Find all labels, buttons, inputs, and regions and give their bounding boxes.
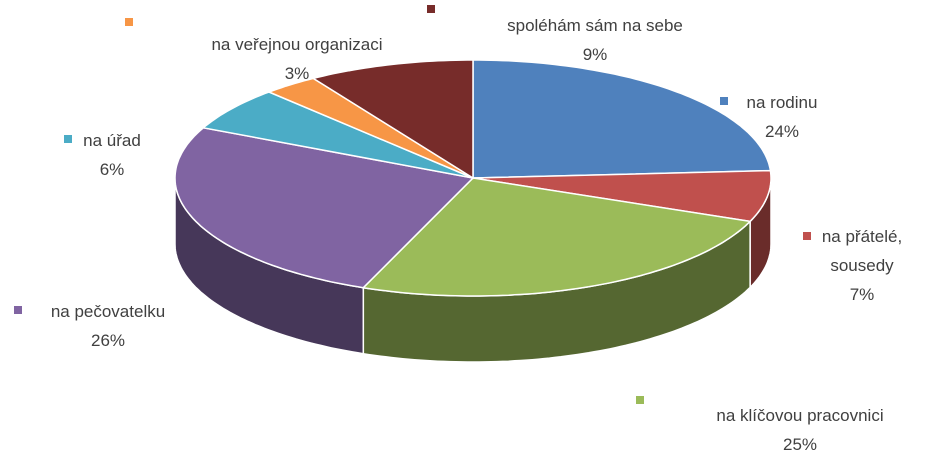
slice <box>266 77 474 179</box>
slice <box>361 177 752 297</box>
category-label: na přátelé, sousedy <box>821 227 903 275</box>
value-label: 24% <box>764 122 800 141</box>
category-label: na úřad <box>83 131 141 150</box>
category-label: na rodinu <box>746 93 818 112</box>
slice <box>472 59 772 179</box>
value-label: 3% <box>284 64 310 83</box>
legend-swatch <box>720 97 728 105</box>
legend-swatch <box>14 306 22 314</box>
slice <box>472 169 772 223</box>
legend-swatch <box>64 135 72 143</box>
slice-label: na rodinu 24% <box>717 88 847 146</box>
value-label: 9% <box>582 45 608 64</box>
slice-label: na pečovatelku 26% <box>8 297 208 355</box>
value-label: 26% <box>90 331 126 350</box>
category-label: na klíčovou pracovnici <box>716 406 884 425</box>
category-label: spoléhám sám na sebe <box>507 16 683 35</box>
slice <box>174 126 475 289</box>
slice <box>201 91 474 179</box>
slice-label: na přátelé, sousedy 7% <box>807 222 917 309</box>
slice-label: na veřejnou organizaci 3% <box>167 30 427 88</box>
legend-swatch <box>636 396 644 404</box>
value-label: 6% <box>99 160 125 179</box>
slice-label: na klíčovou pracovnici 25% <box>670 401 928 456</box>
slice <box>311 59 474 180</box>
value-label: 25% <box>782 435 818 454</box>
value-label: 7% <box>849 285 875 304</box>
legend-swatch <box>427 5 435 13</box>
legend-swatch <box>803 232 811 240</box>
slice-label: na úřad 6% <box>52 126 172 184</box>
slice-label: spoléhám sám na sebe 9% <box>475 11 715 69</box>
category-label: na veřejnou organizaci <box>211 35 383 54</box>
category-label: na pečovatelku <box>50 302 166 321</box>
legend-swatch <box>125 18 133 26</box>
